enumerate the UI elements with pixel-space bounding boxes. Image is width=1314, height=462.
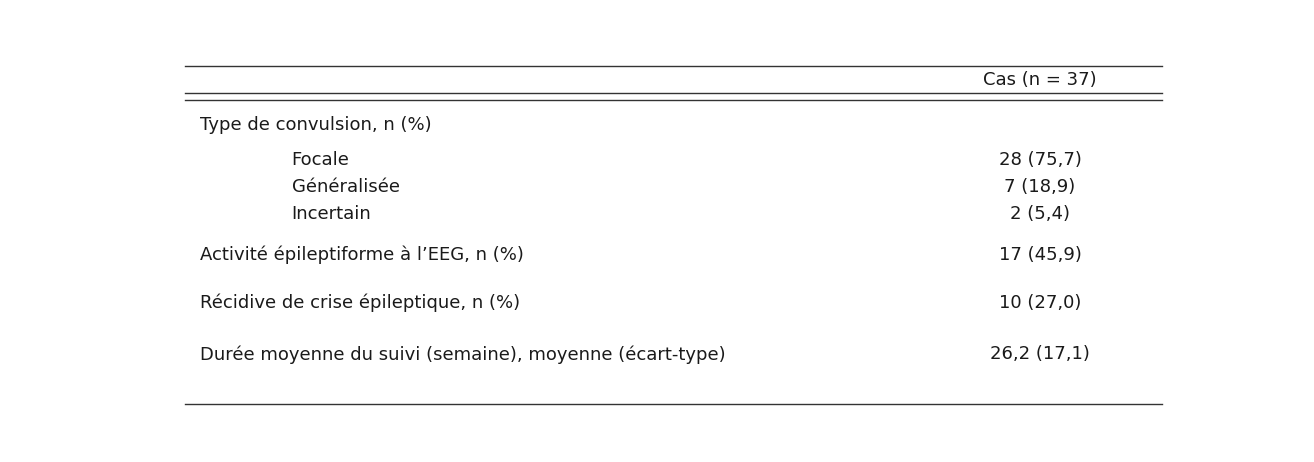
Text: Cas (n = 37): Cas (n = 37) [983, 71, 1097, 89]
Text: Récidive de crise épileptique, n (%): Récidive de crise épileptique, n (%) [200, 293, 520, 312]
Text: 26,2 (17,1): 26,2 (17,1) [989, 345, 1091, 363]
Text: 2 (5,4): 2 (5,4) [1010, 205, 1070, 223]
Text: Généralisée: Généralisée [292, 178, 399, 196]
Text: Type de convulsion, n (%): Type de convulsion, n (%) [200, 116, 431, 134]
Text: 10 (27,0): 10 (27,0) [999, 294, 1081, 312]
Text: 7 (18,9): 7 (18,9) [1004, 178, 1076, 196]
Text: 17 (45,9): 17 (45,9) [999, 246, 1081, 264]
Text: 28 (75,7): 28 (75,7) [999, 152, 1081, 170]
Text: Durée moyenne du suivi (semaine), moyenne (écart-type): Durée moyenne du suivi (semaine), moyenn… [200, 345, 725, 364]
Text: Incertain: Incertain [292, 205, 372, 223]
Text: Activité épileptiforme à l’EEG, n (%): Activité épileptiforme à l’EEG, n (%) [200, 245, 524, 264]
Text: Focale: Focale [292, 152, 350, 170]
